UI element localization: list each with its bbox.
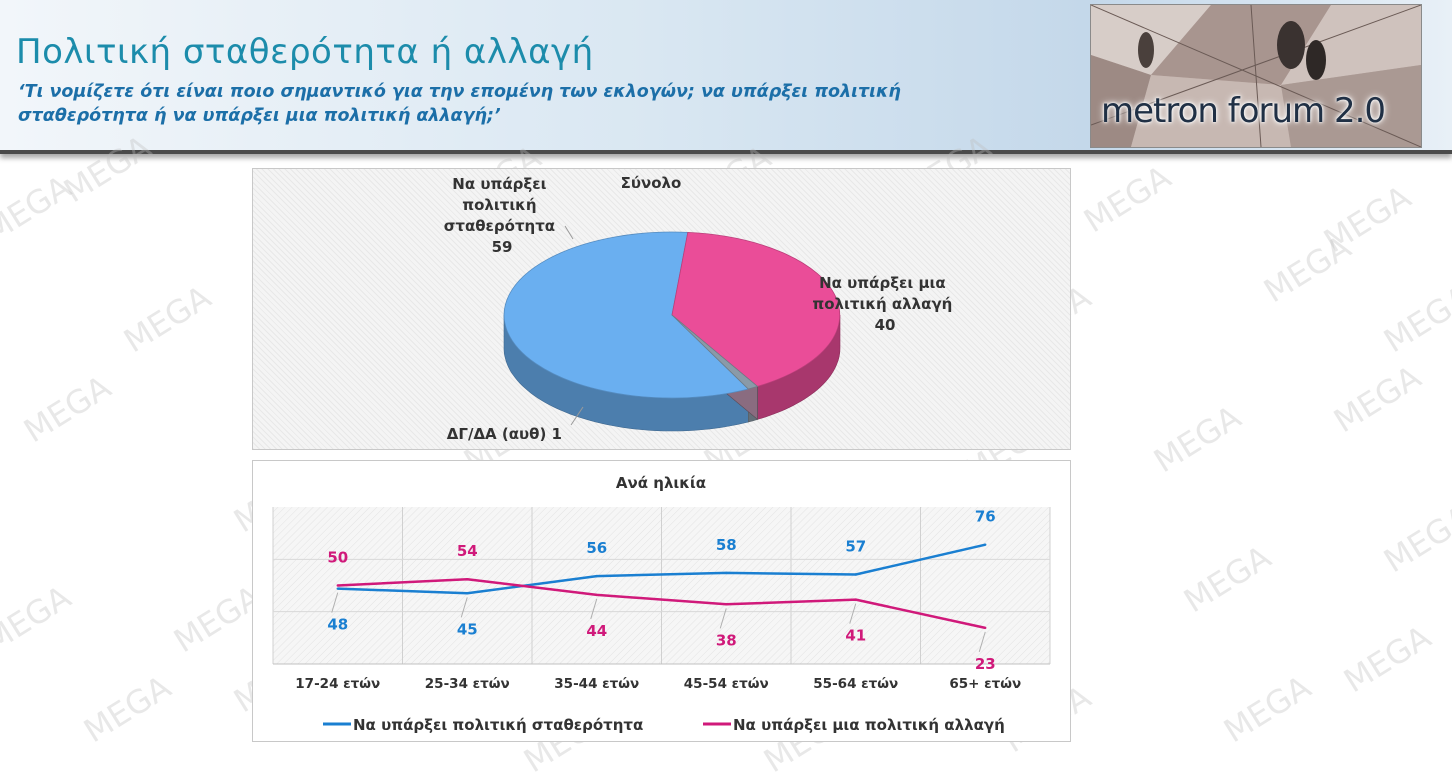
label-leader-line: [590, 598, 598, 620]
data-point-stability: [725, 571, 728, 575]
data-point-change: [336, 584, 339, 587]
data-point-stability: [984, 543, 987, 546]
watermark-text: MEGA: [1337, 617, 1438, 701]
leader-line-stability: [564, 225, 574, 240]
legend-label-change: Να υπάρξει μια πολιτική αλλαγή: [733, 716, 1005, 734]
data-point-change: [854, 598, 857, 601]
page-subtitle: ‘Τι νομίζετε ότι είναι ποιο σημαντικό γι…: [18, 82, 901, 126]
series-line-stability: [337, 543, 986, 595]
x-tick-label: 55-64 ετών: [813, 676, 898, 692]
logo-text: metron forum 2.0: [1101, 91, 1386, 131]
data-label-stability: 57: [845, 538, 866, 556]
x-tick-label: 25-34 ετών: [425, 676, 510, 692]
pie-label-change-line-2: πολιτική αλλαγή: [812, 295, 952, 313]
pie-label-stability-line-3: σταθερότητα: [444, 217, 555, 235]
watermark-text: MEGA: [1377, 497, 1452, 581]
data-point-change: [595, 593, 598, 597]
pie-chart-title: Σύνολο: [621, 174, 682, 192]
data-label-stability: 76: [975, 508, 996, 526]
label-leader-line: [849, 603, 857, 624]
watermark-text: MEGA: [1317, 177, 1418, 261]
watermark-text: MEGA: [1077, 157, 1178, 241]
pie-label-stability-value: 59: [492, 238, 513, 256]
series-line-change: [337, 577, 986, 630]
label-leader-line: [719, 608, 727, 629]
pie-label-change: Να υπάρξει μια πολιτική αλλαγή 40: [812, 274, 957, 334]
pie-label-stability-line-1: Να υπάρξει: [452, 175, 546, 193]
legend-label-stability: Να υπάρξει πολιτική σταθερότητα: [353, 716, 643, 734]
watermark-text: MEGA: [77, 667, 178, 751]
data-point-change: [725, 603, 728, 606]
data-point-stability: [854, 573, 857, 576]
logo-photo: [1091, 5, 1421, 147]
line-chart-title: Ανά ηλικία: [616, 474, 706, 492]
page-title: Πολιτική σταθερότητα ή αλλαγή: [16, 32, 594, 72]
pie-chart: Σύνολο Να υπάρξει πολιτική σταθερότητα 5…: [444, 174, 957, 443]
data-label-stability: 48: [327, 616, 348, 634]
pie-label-stability-line-2: πολιτική: [462, 196, 536, 214]
pie-label-stability: Να υπάρξει πολιτική σταθερότητα 59: [444, 175, 561, 256]
watermark-text: MEGA: [1177, 537, 1278, 621]
line-chart: Ανά ηλικία 48 50 45 54 56 44 58 38 57 41 76 23 17-2…: [272, 474, 1051, 734]
pie-slice-change: [671, 231, 841, 387]
leader-line-dk: [570, 406, 584, 426]
watermark-text: MEGA: [1217, 667, 1318, 751]
watermark-text: MEGA: [0, 167, 78, 251]
watermark-text: MEGA: [1377, 277, 1452, 361]
pie-slice-dk: [671, 314, 759, 390]
watermark-text: MEGA: [1147, 397, 1248, 481]
x-tick-label: 17-24 ετών: [295, 676, 380, 692]
data-label-change: 44: [586, 622, 607, 640]
watermark-text: MEGA: [1257, 227, 1358, 311]
x-tick-label: 35-44 ετών: [554, 676, 639, 692]
data-label-change: 54: [457, 542, 478, 560]
watermark-text: MEGA: [1327, 357, 1428, 441]
data-point-stability: [595, 574, 598, 578]
x-tick-label: 45-54 ετών: [684, 676, 769, 692]
watermark-text: MEGA: [117, 277, 218, 361]
data-label-change: 38: [716, 631, 737, 649]
data-label-change: 41: [845, 627, 866, 645]
metron-forum-logo: metron forum 2.0: [1090, 4, 1422, 148]
pie-label-dk: ΔΓ/ΔΑ (αυθ) 1: [447, 425, 562, 443]
header-banner: Πολιτική σταθερότητα ή αλλαγή ‘Τι νομίζε…: [0, 0, 1452, 154]
pie-chart-panel: Σύνολο Να υπάρξει πολιτική σταθερότητα 5…: [252, 168, 1071, 450]
label-leader-line: [978, 631, 986, 653]
data-label-change: 23: [975, 655, 996, 673]
label-leader-line: [460, 597, 468, 618]
watermark-text: MEGA: [0, 577, 78, 661]
data-label-stability: 56: [586, 539, 607, 557]
data-label-stability: 58: [716, 536, 737, 554]
watermark-text: MEGA: [17, 367, 118, 451]
data-point-change: [466, 578, 469, 581]
data-label-change: 50: [327, 549, 348, 567]
data-point-change: [984, 626, 987, 630]
pie-slice-stability: [503, 231, 750, 399]
data-point-stability: [466, 592, 469, 595]
line-chart-panel: Ανά ηλικία 48 50 45 54 56 44 58 38 57 41 76 23 17-2…: [252, 460, 1071, 742]
pie-label-change-line-1: Να υπάρξει μια: [819, 274, 946, 292]
x-tick-label: 65+ ετών: [949, 676, 1021, 692]
label-leader-line: [331, 592, 339, 613]
data-point-stability: [336, 587, 339, 590]
data-label-stability: 45: [457, 620, 478, 638]
pie-label-change-value: 40: [875, 316, 896, 334]
